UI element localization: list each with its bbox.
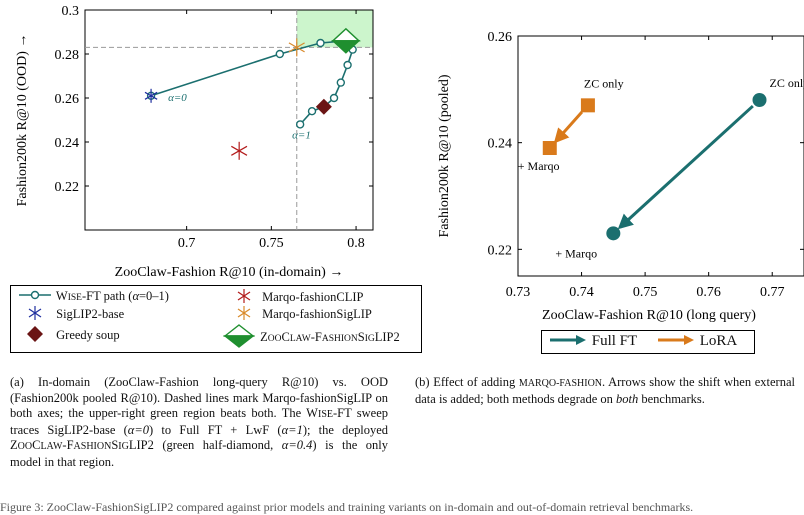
plot-b-label-to-lora: + Marqo [518, 159, 560, 173]
plot-b-end-lora [542, 141, 557, 155]
plot-a-ylabel: Fashion200k R@10 (OOD) → [15, 34, 30, 207]
plot-b-xtick-label: 0.75 [633, 285, 658, 300]
plot-a-ytick-label: 0.28 [55, 48, 80, 63]
asterisk-red-icon [237, 289, 251, 303]
arrow-orange-icon [658, 335, 694, 345]
plot-a-ytick-label: 0.26 [55, 92, 80, 107]
figure-caption: Figure 3: ZooClaw-FashionSigLIP2 compare… [0, 500, 694, 514]
plot-b-ytick-label: 0.24 [488, 137, 513, 152]
asterisk-blue-icon [28, 306, 42, 320]
legend-item-wise-ft: Wise-FT path (α=0–1) [17, 289, 169, 304]
plot-a-wise-ft-point [343, 60, 352, 70]
plot-b-ytick-label: 0.26 [488, 30, 513, 45]
plot-a-wise-ft-point [295, 120, 305, 129]
plot-b-xtick-label: 0.73 [506, 285, 531, 300]
caption-b: (b) Effect of adding marqo-fashion. Arro… [415, 375, 795, 406]
legend-item-greedy-soup: Greedy soup [17, 326, 120, 343]
legend-item-zooclaw-fashionsiglip2: ZooClaw-FashionSigLIP2 [221, 324, 400, 348]
plot-b-label-from-lora: ZC only [584, 76, 624, 90]
plot-a-wise-ft-point [307, 106, 317, 116]
plot-a-xtick-label: 0.8 [347, 236, 365, 251]
plot-a-wise-ft-point [316, 38, 325, 48]
plot-a-xlabel: ZooClaw-Fashion R@10 (in-domain) → [115, 265, 344, 280]
line-circle-icon [19, 290, 51, 300]
plot-b-label-to-full-ft: + Marqo [555, 246, 597, 260]
plot-a-ytick-label: 0.3 [62, 4, 80, 19]
half-diamond-green-icon [222, 324, 256, 348]
plot-b-arrow-lora [553, 111, 584, 144]
plot-a-marqo-fashionsiglip-marker [288, 38, 305, 57]
plot-a-wise-ft-point [329, 93, 339, 103]
plot-a-wise-ft-point [336, 78, 346, 87]
legend-item-siglip2-base: SigLIP2-base [17, 306, 124, 322]
plot-b-label-from-full-ft: ZC only [770, 76, 804, 90]
plot-a-marqo-fashionclip-marker [231, 141, 248, 160]
plot-b-xtick-label: 0.74 [569, 285, 594, 300]
plot-b-start-lora [580, 98, 595, 113]
plot-a: 0.7 0.75 0.8 0.22 0.24 0.26 0.28 0.3 α=0 α=1 Zo… [15, 4, 374, 280]
plot-a-frame [84, 9, 374, 231]
plot-a-annotation-alpha0: α=0 [168, 92, 187, 104]
plot-a-zooclaw-marker-bottom [331, 40, 361, 54]
diamond-brown-icon [27, 326, 43, 342]
plot-a-xtick-label: 0.75 [259, 236, 284, 251]
asterisk-orange-icon [237, 306, 251, 320]
legend-item-lora: LoRA [656, 333, 737, 350]
plot-b-ytick-label: 0.22 [488, 243, 513, 258]
legend-item-marqo-fashionclip: Marqo-fashionCLIP [229, 289, 364, 305]
plot-b-xlabel: ZooClaw-Fashion R@10 (long query) [542, 308, 756, 323]
plot-b-xtick-label: 0.77 [760, 285, 785, 300]
plot-a-siglip2-marker [144, 88, 158, 103]
legend-item-marqo-fashionsiglip: Marqo-fashionSigLIP [229, 306, 372, 322]
plot-a-ytick-label: 0.24 [55, 136, 80, 151]
plot-b-ylabel: Fashion200k R@10 (pooled) [437, 74, 452, 237]
plot-a-legend: Wise-FT path (α=0–1) Marqo-fashionCLIP S… [10, 285, 422, 353]
plot-b-frame [517, 35, 804, 277]
plot-a-xtick-label: 0.7 [178, 236, 196, 251]
plot-b-xtick-label: 0.76 [696, 285, 721, 300]
plot-b-legend: Full FT LoRA [541, 330, 755, 354]
plot-b: 0.73 0.74 0.75 0.76 0.77 0.22 0.24 0.26 ZC only… [437, 30, 804, 323]
plot-b-arrow-full-ft [617, 104, 754, 230]
plot-b-end-full-ft [606, 226, 621, 241]
plot-a-greedy-soup-marker [315, 98, 332, 115]
plot-b-start-full-ft [752, 93, 767, 107]
plot-a-annotation-alpha1: α=1 [292, 129, 311, 141]
plot-a-ytick-label: 0.22 [55, 180, 80, 195]
arrow-teal-icon [550, 335, 586, 345]
plot-a-wise-ft-point [275, 49, 285, 59]
legend-item-full-ft: Full FT [548, 333, 637, 350]
caption-a: (a) In-domain (ZooClaw-Fashion long-quer… [10, 375, 389, 469]
